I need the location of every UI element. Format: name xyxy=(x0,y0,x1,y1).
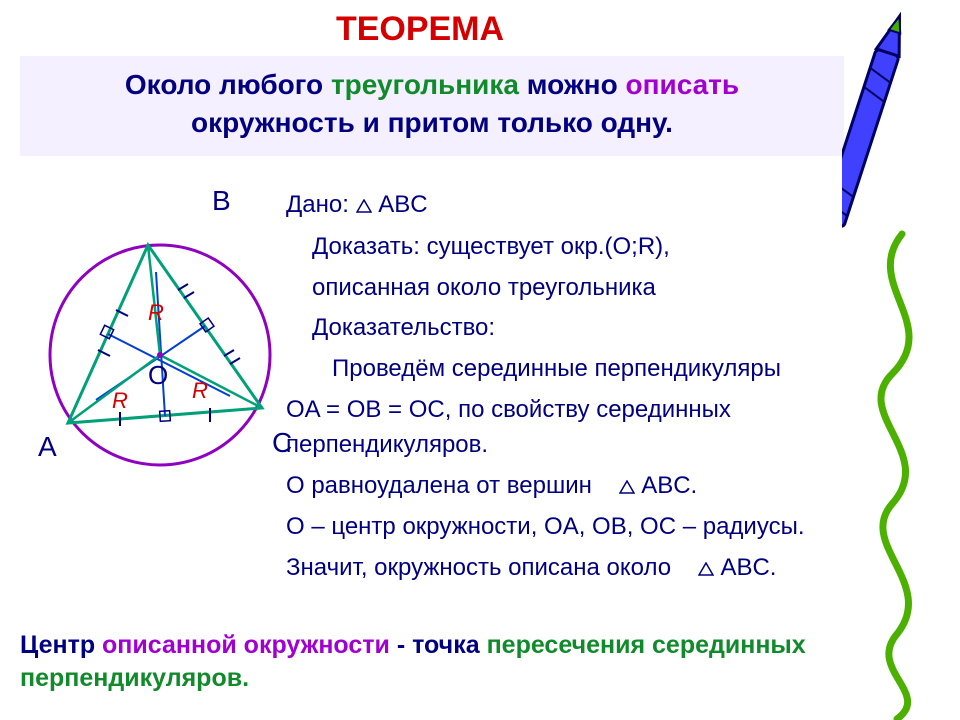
proof-line: O – центр окружности, OA, OB, OC – радиу… xyxy=(286,510,896,545)
toprove-text: существует окр.(O;R), xyxy=(427,233,670,260)
theorem-part: можно xyxy=(527,69,626,100)
triangle-icon xyxy=(356,189,372,224)
given-label: Дано: xyxy=(286,191,349,218)
svg-text:A: A xyxy=(38,431,57,462)
circumscribed-circle-diagram: R R R A B C O xyxy=(20,180,300,490)
proof-line: Значит, окружность описана около xyxy=(286,554,671,581)
proof-label: Доказательство: xyxy=(312,311,896,346)
theorem-statement: Около любого треугольника можно описать … xyxy=(20,56,844,156)
svg-text:R: R xyxy=(112,388,128,413)
svg-text:O: O xyxy=(148,360,168,390)
theorem-part: окружность и притом только одну. xyxy=(191,107,673,138)
toprove-label: Доказать: xyxy=(312,233,420,260)
footer-part: перпендикуляров. xyxy=(20,664,249,692)
theorem-part: описать xyxy=(625,69,739,100)
proof-line: ABC. xyxy=(720,554,776,581)
footer-part: Центр xyxy=(20,631,102,659)
footer-part: - точка xyxy=(397,631,487,659)
svg-text:B: B xyxy=(212,185,231,216)
proof-line: ABC. xyxy=(641,472,697,499)
triangle-icon xyxy=(619,470,635,505)
footer-part: описанной окружности xyxy=(102,631,390,659)
toprove-text2: описанная около треугольника xyxy=(312,271,896,306)
theorem-part: треугольника xyxy=(331,69,519,100)
svg-text:R: R xyxy=(148,300,164,325)
proof-line: OA = OB = OC, по свойству серединных пер… xyxy=(286,393,896,463)
theorem-part: Около любого xyxy=(125,69,331,100)
given-tri: ABC xyxy=(378,191,427,218)
proof-body: Дано: ABC Доказать: существует окр.(O;R)… xyxy=(286,188,896,593)
page-title: ТЕОРЕМА xyxy=(0,10,840,49)
proof-line: O равноудалена от вершин xyxy=(286,472,592,499)
footer-part: пересечения серединных xyxy=(487,631,806,659)
triangle-icon xyxy=(698,552,714,587)
proof-line: Проведём серединные перпендикуляры xyxy=(332,352,896,387)
svg-text:R: R xyxy=(192,378,208,403)
center-statement: Центр описанной окружности - точка перес… xyxy=(20,629,930,697)
